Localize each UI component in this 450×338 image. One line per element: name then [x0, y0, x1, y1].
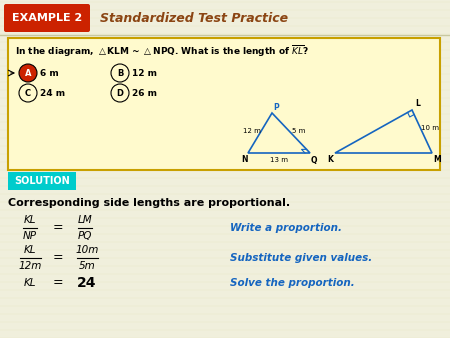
Text: KL: KL — [24, 278, 36, 288]
Text: 5m: 5m — [79, 261, 95, 271]
Text: 10m: 10m — [75, 245, 99, 255]
Text: 24: 24 — [77, 276, 97, 290]
Text: In the diagram, $\triangle$KLM ~ $\triangle$NPQ. What is the length of $\overlin: In the diagram, $\triangle$KLM ~ $\trian… — [15, 43, 309, 58]
Text: Solve the proportion.: Solve the proportion. — [230, 278, 355, 288]
Text: A: A — [25, 69, 31, 77]
Text: C: C — [25, 89, 31, 97]
Text: K: K — [327, 155, 333, 165]
Text: Write a proportion.: Write a proportion. — [230, 223, 342, 233]
Text: Q: Q — [311, 155, 317, 165]
Text: 5 m: 5 m — [292, 128, 306, 134]
Text: P: P — [273, 102, 279, 112]
Text: SOLUTION: SOLUTION — [14, 176, 70, 186]
Text: B: B — [117, 69, 123, 77]
Text: M: M — [433, 155, 441, 165]
Text: L: L — [415, 99, 420, 108]
FancyBboxPatch shape — [8, 38, 440, 170]
FancyBboxPatch shape — [4, 4, 90, 32]
Text: LM: LM — [77, 215, 92, 225]
Text: 13 m: 13 m — [270, 157, 288, 163]
Text: Corresponding side lengths are proportional.: Corresponding side lengths are proportio… — [8, 198, 290, 208]
Text: 12 m: 12 m — [243, 128, 261, 134]
Text: 10 m: 10 m — [421, 124, 439, 130]
Text: 24 m: 24 m — [40, 89, 65, 97]
Text: =: = — [53, 221, 63, 235]
Text: KL: KL — [24, 245, 36, 255]
Text: =: = — [53, 276, 63, 290]
Text: KL: KL — [24, 215, 36, 225]
Text: =: = — [53, 251, 63, 265]
Text: 6 m: 6 m — [40, 69, 59, 77]
Circle shape — [111, 84, 129, 102]
Text: Standardized Test Practice: Standardized Test Practice — [100, 11, 288, 24]
Circle shape — [19, 64, 37, 82]
Circle shape — [19, 84, 37, 102]
Text: Substitute given values.: Substitute given values. — [230, 253, 372, 263]
Text: D: D — [117, 89, 123, 97]
Circle shape — [111, 64, 129, 82]
Text: 12m: 12m — [18, 261, 42, 271]
Text: EXAMPLE 2: EXAMPLE 2 — [12, 13, 82, 23]
Text: 26 m: 26 m — [132, 89, 157, 97]
Text: N: N — [241, 155, 247, 165]
Text: 12 m: 12 m — [132, 69, 157, 77]
Text: PQ: PQ — [78, 231, 92, 241]
FancyBboxPatch shape — [8, 172, 76, 190]
Text: NP: NP — [23, 231, 37, 241]
